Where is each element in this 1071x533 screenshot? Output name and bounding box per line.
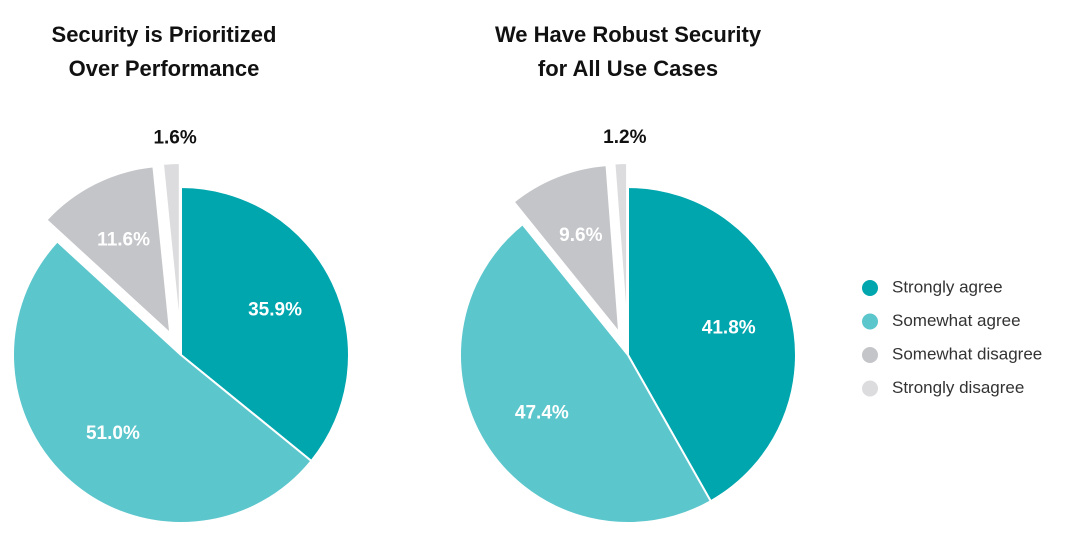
pie-slice (180, 185, 350, 463)
pie-slice (459, 222, 713, 524)
pie-slice (512, 164, 621, 336)
pie-slice (627, 185, 797, 503)
pie-slice (12, 240, 313, 524)
legend-swatch (862, 347, 878, 363)
value-label: 47.4% (515, 403, 569, 424)
value-label: 35.9% (248, 299, 302, 320)
pie-slice (613, 162, 629, 332)
value-label: 1.2% (603, 127, 646, 148)
chart-title: Over Performance (69, 56, 260, 81)
chart-title: Security is Prioritized (52, 22, 277, 47)
value-label: 1.6% (153, 127, 196, 148)
legend-label: Strongly agree (892, 277, 1003, 296)
legend-swatch (862, 280, 878, 296)
value-label: 41.8% (702, 317, 756, 338)
legend-label: Somewhat agree (892, 311, 1021, 330)
pie-slice (45, 165, 172, 337)
chart-title: We Have Robust Security (495, 22, 762, 47)
legend-swatch (862, 380, 878, 397)
legend-swatch (862, 313, 878, 330)
value-label: 51.0% (86, 423, 140, 444)
chart-title: for All Use Cases (538, 56, 718, 81)
pie-slice (161, 162, 181, 332)
legend-label: Somewhat disagree (892, 344, 1042, 363)
value-label: 11.6% (97, 229, 150, 250)
legend-label: Strongly disagree (892, 378, 1024, 397)
value-label: 9.6% (559, 225, 602, 246)
